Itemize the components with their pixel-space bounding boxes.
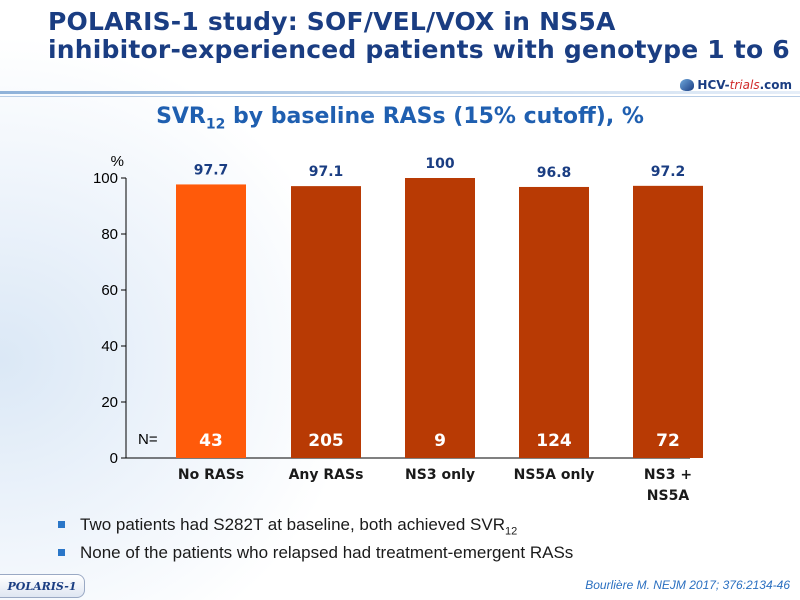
y-tick-label: 0 bbox=[110, 450, 118, 467]
x-category-label: NS3 + bbox=[644, 467, 692, 483]
title-divider bbox=[0, 91, 800, 94]
bar-n-label: 124 bbox=[536, 431, 572, 451]
chart-title: SVR12 by baseline RASs (15% cutoff), % bbox=[156, 104, 644, 133]
bar-value-label: 97.1 bbox=[309, 164, 344, 180]
bar bbox=[291, 186, 361, 458]
y-tick-label: 80 bbox=[101, 226, 118, 243]
bar bbox=[405, 178, 475, 458]
bar-value-label: 97.2 bbox=[651, 164, 686, 180]
study-badge: POLARIS-1 bbox=[0, 574, 85, 598]
citation: Bourlière M. NEJM 2017; 376:2134-46 bbox=[585, 578, 790, 592]
slide-title-line1: POLARIS-1 study: SOF/VEL/VOX in NS5A bbox=[48, 7, 616, 36]
bar bbox=[176, 184, 246, 458]
bar-value-label: 100 bbox=[425, 156, 454, 172]
y-tick-label: 20 bbox=[101, 394, 118, 411]
bar bbox=[633, 185, 703, 458]
hcv-trials-logo[interactable]: HCV-trials.com bbox=[680, 78, 792, 92]
x-category-label: NS5A only bbox=[514, 467, 595, 483]
n-prefix-label: N= bbox=[138, 431, 158, 448]
bar-n-label: 43 bbox=[199, 431, 223, 451]
y-tick-label: 60 bbox=[101, 282, 118, 299]
bar-n-label: 9 bbox=[434, 431, 446, 451]
bar bbox=[519, 186, 589, 458]
bar-value-label: 96.8 bbox=[537, 165, 572, 181]
x-category-label: NS3 only bbox=[405, 467, 475, 483]
bar-n-label: 205 bbox=[308, 431, 344, 451]
logo-text: HCV-trials.com bbox=[697, 78, 792, 92]
y-axis-label: % bbox=[111, 153, 124, 170]
slide-title: POLARIS-1 study: SOF/VEL/VOX in NS5A inh… bbox=[48, 8, 790, 64]
bullet-item: None of the patients who relapsed had tr… bbox=[58, 542, 573, 563]
logo-icon bbox=[680, 79, 695, 91]
bar-n-label: 72 bbox=[656, 431, 680, 451]
slide-title-line2: inhibitor-experienced patients with geno… bbox=[48, 35, 790, 64]
x-category-label: NS5A bbox=[647, 488, 690, 504]
title-divider-thin bbox=[0, 96, 800, 97]
x-category-label: Any RASs bbox=[289, 467, 364, 483]
x-category-label: No RASs bbox=[178, 467, 244, 483]
bar-value-label: 97.7 bbox=[194, 162, 229, 178]
y-tick-label: 40 bbox=[101, 338, 118, 355]
y-tick-label: 100 bbox=[93, 170, 118, 187]
bullet-item: Two patients had S282T at baseline, both… bbox=[58, 514, 573, 542]
bullet-list: Two patients had S282T at baseline, both… bbox=[58, 514, 573, 563]
